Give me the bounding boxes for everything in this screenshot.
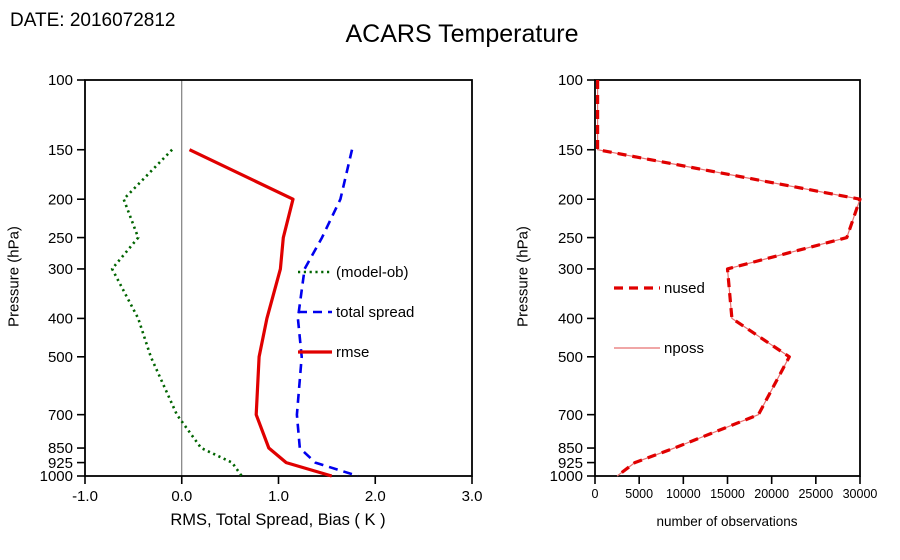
tick-label: 700 [558, 407, 583, 424]
tick-label: 150 [558, 142, 583, 159]
tick-label: -1.0 [72, 488, 98, 505]
legend-label-rmse: rmse [336, 344, 370, 361]
tick-label: 100 [48, 72, 73, 89]
tick-label: 400 [558, 311, 583, 328]
tick-label: 400 [48, 311, 73, 328]
tick-label: 1000 [550, 468, 583, 485]
legend-label-total-spread: total spread [336, 304, 415, 321]
tick-label: 25000 [798, 487, 833, 501]
tick-label: 1000 [40, 468, 73, 485]
tick-label: 0 [592, 487, 599, 501]
tick-label: 300 [558, 261, 583, 278]
tick-label: 500 [558, 349, 583, 366]
legend-label-nused: nused [664, 280, 705, 297]
page-title: ACARS Temperature [345, 20, 579, 48]
tick-label: 925 [558, 455, 583, 472]
left-x-axis-label: RMS, Total Spread, Bias ( K ) [170, 511, 386, 529]
series-line-rmse [188, 148, 333, 478]
tick-label: 150 [48, 142, 73, 159]
right-x-axis-label: number of observations [656, 514, 798, 529]
tick-label: 200 [48, 191, 73, 208]
series-line-modelob [110, 148, 243, 477]
tick-label: 850 [48, 440, 73, 457]
left-y-axis-label: Pressure (hPa) [5, 226, 23, 327]
series-line-nused [595, 80, 862, 478]
tick-label: 15000 [710, 487, 745, 501]
tick-label: 30000 [843, 487, 878, 501]
tick-label: 250 [48, 230, 73, 247]
tick-label: 700 [48, 407, 73, 424]
tick-label: 1.0 [268, 488, 289, 505]
tick-label: 925 [48, 455, 73, 472]
tick-label: 5000 [625, 487, 653, 501]
axis-frame [594, 79, 861, 477]
tick-label: 3.0 [462, 488, 483, 505]
tick-label: 20000 [754, 487, 789, 501]
tick-label: 10000 [666, 487, 701, 501]
date-label: DATE: 2016072812 [10, 10, 176, 31]
right-y-axis-label: Pressure (hPa) [514, 226, 532, 327]
tick-label: 200 [558, 191, 583, 208]
series-line-nposs [596, 80, 861, 477]
legend-label-model-ob: (model-ob) [336, 264, 409, 281]
tick-label: 850 [558, 440, 583, 457]
tick-label: 300 [48, 261, 73, 278]
tick-label: 500 [48, 349, 73, 366]
series-line-totalspread [295, 149, 359, 478]
tick-label: 2.0 [365, 488, 386, 505]
tick-label: 250 [558, 230, 583, 247]
legend-label-nposs: nposs [664, 340, 705, 357]
tick-label: 0.0 [171, 488, 192, 505]
tick-label: 100 [558, 72, 583, 89]
